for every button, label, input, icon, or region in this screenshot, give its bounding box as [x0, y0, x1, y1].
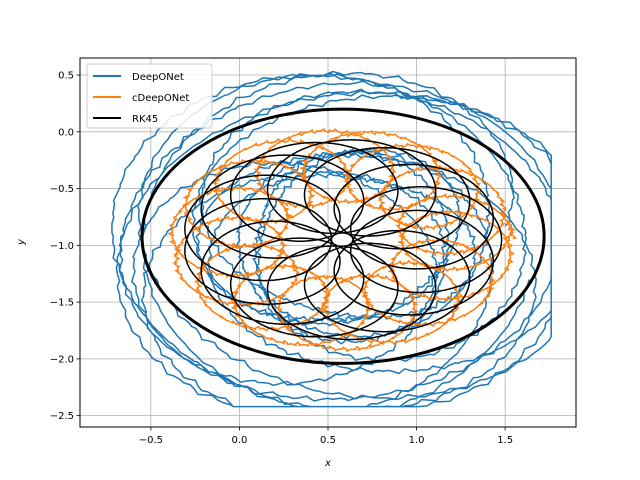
y-tick-label: −0.5: [50, 184, 74, 195]
y-tick-label: 0.0: [58, 127, 74, 138]
x-tick-label: 1.5: [497, 435, 513, 446]
legend-box: [86, 63, 213, 129]
y-tick-label: −2.5: [50, 411, 74, 422]
y-tick-label: 0.5: [58, 71, 74, 82]
y-tick-label: −1.5: [50, 298, 74, 309]
y-tick-label: −2.0: [50, 354, 74, 365]
x-axis-ticks: −0.5 0.0 0.5 1.0 1.5: [139, 427, 513, 446]
legend: DeepONet cDeepONet RK45: [86, 63, 213, 129]
plot-area: [111, 70, 552, 408]
y-tick-label: −1.0: [50, 241, 74, 252]
series-line-rk45: [184, 139, 503, 341]
x-tick-label: 0.0: [231, 435, 247, 446]
x-axis-label: x: [324, 458, 331, 469]
x-tick-label: 1.0: [409, 435, 425, 446]
y-axis-ticks: −2.5 −2.0 −1.5 −1.0 −0.5 0.0 0.5: [50, 71, 80, 422]
legend-label-deeponet: DeepONet: [132, 72, 184, 83]
x-tick-label: −0.5: [139, 435, 163, 446]
x-tick-label: 0.5: [320, 435, 336, 446]
series-line-cdeeponet: [167, 127, 518, 352]
series-layer: [111, 70, 552, 408]
y-axis-label: y: [16, 238, 27, 246]
legend-label-cdeeponet: cDeepONet: [132, 93, 189, 104]
legend-label-rk45: RK45: [132, 114, 158, 125]
series-ring-rk45: [140, 107, 546, 365]
